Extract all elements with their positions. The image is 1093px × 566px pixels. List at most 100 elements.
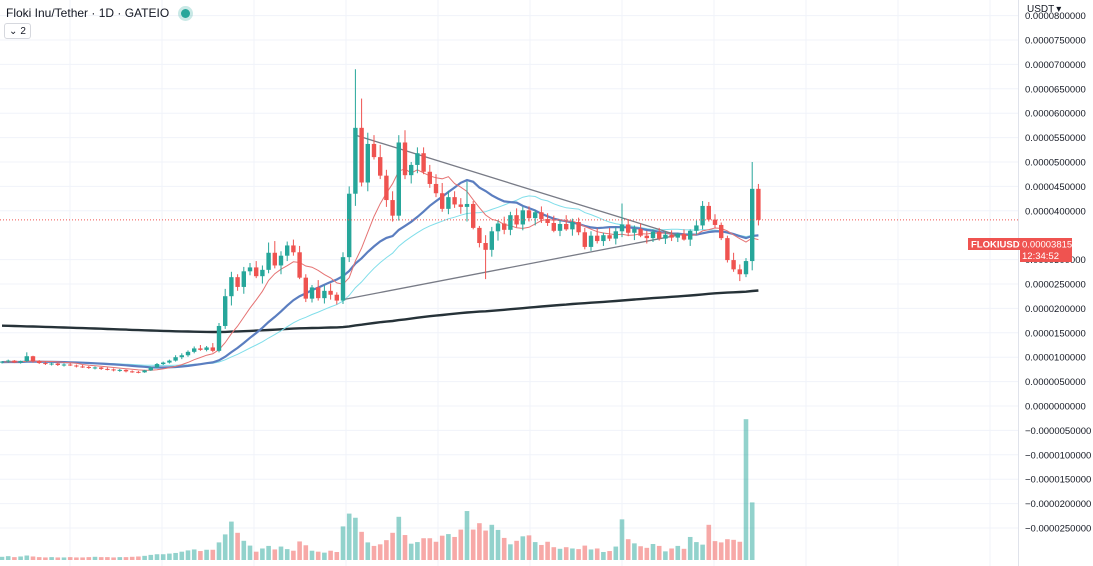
candle-body [111, 369, 116, 371]
volume-bar [204, 549, 209, 560]
candle [409, 162, 414, 184]
candle [148, 366, 153, 371]
currency-selector[interactable]: USDT ▾ [1027, 4, 1061, 15]
price-axis[interactable]: 0.0000800000 0.0000750000 0.0000700000 0.00… [1025, 11, 1091, 534]
candle-body [254, 267, 259, 277]
market-status-icon [181, 8, 191, 18]
volume-bar [570, 548, 575, 560]
volume-bar [681, 548, 687, 560]
candle-body [471, 203, 476, 228]
symbol-tag [968, 238, 1020, 250]
candle [371, 135, 377, 160]
candle [61, 363, 67, 367]
volume-bar [272, 549, 278, 560]
candle-body [483, 243, 488, 250]
volume-bar [495, 529, 501, 560]
candle [130, 370, 135, 373]
candle-body [601, 235, 606, 242]
candle-body [694, 225, 699, 231]
candle [297, 245, 302, 280]
candle-body [663, 234, 668, 239]
trendline[interactable] [355, 134, 678, 236]
volume-bar [260, 548, 265, 560]
candle-body [303, 277, 308, 299]
volume-bar [632, 543, 637, 560]
candle [316, 280, 321, 301]
price-axis-label: 0.0000150000 [1025, 328, 1086, 339]
price-axis-label: 0.0000250000 [1025, 280, 1086, 291]
candle-body [632, 228, 637, 233]
indicator-collapse-button[interactable]: ⌄ 2 [4, 23, 31, 39]
candle-body [675, 233, 680, 238]
volume-bar [700, 544, 705, 560]
candle-body [260, 269, 265, 277]
candle-body [619, 224, 625, 232]
price-axis-label: −0.0000150000 [1025, 475, 1091, 486]
price-axis-label: 0.0000550000 [1025, 133, 1086, 144]
price-axis-label: 0.0000050000 [1025, 377, 1086, 388]
volume-bar [309, 550, 315, 560]
candle-body [502, 223, 507, 230]
candle-body [415, 153, 420, 165]
candle-body [297, 252, 302, 278]
candle [260, 265, 265, 284]
volume-bar [576, 549, 581, 560]
candle-body [508, 215, 513, 230]
candle-body [396, 142, 401, 216]
candle [638, 223, 643, 238]
candle [198, 345, 203, 351]
volume-bar [80, 557, 85, 560]
volume-bar [86, 557, 92, 560]
chart-legend: Floki Inu/Tether · 1D · GATEIO [6, 6, 191, 20]
volume-bar [489, 524, 495, 560]
candle [123, 369, 129, 373]
candle-body [204, 347, 209, 350]
volume-bar [142, 555, 147, 560]
volume-bar [396, 516, 402, 560]
candle [477, 225, 482, 248]
price-axis-label: 0.0000600000 [1025, 109, 1086, 120]
volume-bar [532, 542, 538, 560]
volume-bar [36, 557, 42, 560]
candle [303, 274, 308, 303]
candle-body [334, 294, 339, 301]
volume-bar [470, 529, 476, 560]
candle [421, 147, 426, 175]
candle [495, 220, 501, 241]
candle [216, 323, 222, 353]
volume-bar [253, 551, 259, 560]
volume-bar [322, 552, 327, 560]
candle [334, 292, 339, 305]
candle-body [136, 371, 141, 373]
volume-bar [619, 519, 625, 560]
candle-body [105, 368, 110, 370]
volume-bar [185, 550, 191, 560]
volume-bar [278, 546, 284, 560]
candle-body [179, 355, 184, 358]
candle-body [458, 204, 463, 207]
volume-bar [588, 549, 594, 560]
candle-body [192, 348, 197, 352]
trendline[interactable] [342, 234, 678, 301]
volume-bar [30, 556, 36, 560]
ma-blue-line [1, 178, 759, 369]
candle [644, 230, 649, 244]
moving-averages [1, 168, 759, 371]
volume-bar [427, 538, 433, 560]
price-axis-label: 0.0000200000 [1025, 304, 1086, 315]
volume-bar [222, 534, 228, 560]
candle-body [626, 224, 631, 233]
volume-bar [439, 535, 445, 560]
candle [756, 183, 761, 226]
candle-body [409, 164, 414, 176]
candle-body [123, 369, 129, 372]
volume-bar [67, 557, 73, 560]
volume-bar [129, 556, 135, 560]
candle-body [92, 367, 98, 369]
symbol-title[interactable]: Floki Inu/Tether · 1D · GATEIO [6, 6, 170, 20]
candle-body [750, 188, 755, 262]
candle [520, 206, 525, 231]
candle-body [588, 235, 594, 247]
candle-body [43, 363, 48, 365]
